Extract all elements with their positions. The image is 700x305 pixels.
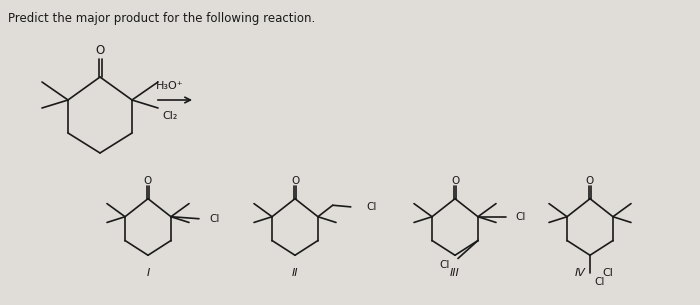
Text: O: O xyxy=(291,176,299,186)
Text: Cl: Cl xyxy=(367,202,377,212)
Text: III: III xyxy=(450,268,460,278)
Text: Cl: Cl xyxy=(515,212,525,222)
Text: I: I xyxy=(146,268,150,278)
Text: Cl: Cl xyxy=(594,277,604,287)
Text: Cl: Cl xyxy=(603,268,613,278)
Text: H₃O⁺: H₃O⁺ xyxy=(156,81,184,91)
Text: O: O xyxy=(451,176,459,186)
Text: O: O xyxy=(95,45,104,58)
Text: Predict the major product for the following reaction.: Predict the major product for the follow… xyxy=(8,12,315,25)
Text: II: II xyxy=(292,268,298,278)
Text: Cl: Cl xyxy=(440,260,450,270)
Text: IV: IV xyxy=(575,268,585,278)
Text: Cl: Cl xyxy=(209,214,219,224)
Text: O: O xyxy=(144,176,152,186)
Text: Cl₂: Cl₂ xyxy=(162,111,178,121)
Text: O: O xyxy=(586,176,594,186)
